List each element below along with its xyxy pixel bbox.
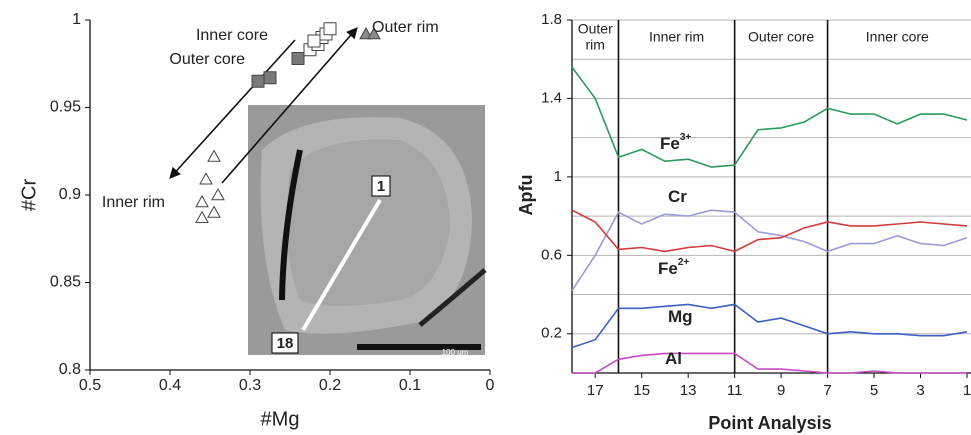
series-label: Fe2+ [658, 257, 689, 279]
y-tick-label: 0.9 [59, 186, 81, 203]
series-label: Mg [668, 307, 693, 326]
point [196, 196, 208, 207]
series-label-name: Fe [660, 134, 680, 153]
y-tick-label: 1.8 [541, 11, 562, 28]
series-label: Inner rim [102, 194, 165, 211]
x-tick-label: 0.3 [239, 377, 261, 394]
y-axis-label: Apfu [516, 175, 536, 216]
y-tick-label: 1 [72, 11, 81, 28]
y-tick-label: 0.95 [50, 99, 81, 116]
y-tick-label: 0.2 [541, 325, 562, 342]
series-line [572, 67, 967, 167]
inset-image [248, 105, 485, 355]
point [208, 207, 220, 218]
x-axis-label: Point Analysis [708, 413, 831, 433]
series-label: Fe3+ [660, 132, 691, 154]
point [264, 72, 276, 84]
series-label-name: Cr [668, 187, 687, 206]
series-label: Outer rim [372, 19, 439, 36]
series-label: Al [665, 349, 682, 368]
y-tick-label: 1 [554, 168, 562, 185]
point [324, 23, 336, 35]
series-line [572, 353, 967, 373]
series-line [572, 210, 967, 290]
point [208, 151, 220, 162]
zone-label: rim [586, 37, 605, 53]
series-label: Inner core [196, 27, 268, 44]
series-label-name: Al [665, 349, 682, 368]
figure: 1 18 100 um #Mg #Cr Point Analysis Apfu … [0, 0, 971, 435]
x-tick-label: 7 [823, 382, 831, 399]
x-tick-label: 15 [633, 382, 650, 399]
series-label-name: Mg [668, 307, 693, 326]
y-tick-label: 0.6 [541, 246, 562, 263]
series-label-name: Fe [658, 259, 678, 278]
zone-label: Inner rim [649, 29, 704, 45]
y-tick-label: 0.8 [59, 361, 81, 378]
x-tick-label: 17 [587, 382, 604, 399]
series-label: Outer core [169, 51, 245, 68]
x-tick-label: 11 [727, 382, 743, 399]
series-line [572, 304, 967, 347]
zone-label: Outer [578, 21, 613, 37]
point [196, 212, 208, 223]
y-tick-label: 0.85 [50, 274, 81, 291]
point [200, 173, 212, 184]
scale-bar-label: 100 um [442, 348, 469, 357]
y-tick-label: 1.4 [541, 89, 562, 106]
x-tick-label: 0.1 [399, 377, 421, 394]
x-tick-label: 9 [777, 382, 785, 399]
x-tick-label: 0 [486, 377, 495, 394]
inset-label: 18 [277, 335, 294, 352]
zone-label: Inner core [866, 29, 929, 45]
series-label: Cr [668, 187, 687, 206]
point [308, 35, 320, 47]
x-tick-label: 3 [916, 382, 924, 399]
point [212, 189, 224, 200]
x-tick-label: 5 [870, 382, 878, 399]
x-tick-label: 0.5 [79, 377, 101, 394]
point [252, 75, 264, 87]
x-axis-label: #Mg [261, 408, 300, 430]
x-tick-label: 0.4 [159, 377, 181, 394]
x-tick-label: 1 [963, 382, 971, 399]
x-tick-label: 13 [680, 382, 697, 399]
series-label-sup: 3+ [680, 132, 692, 143]
series-label-sup: 2+ [678, 257, 690, 268]
zone-label: Outer core [748, 29, 814, 45]
y-axis-label: #Cr [18, 179, 40, 212]
point [292, 53, 304, 65]
inset-label: 1 [377, 178, 385, 195]
x-tick-label: 0.2 [319, 377, 341, 394]
